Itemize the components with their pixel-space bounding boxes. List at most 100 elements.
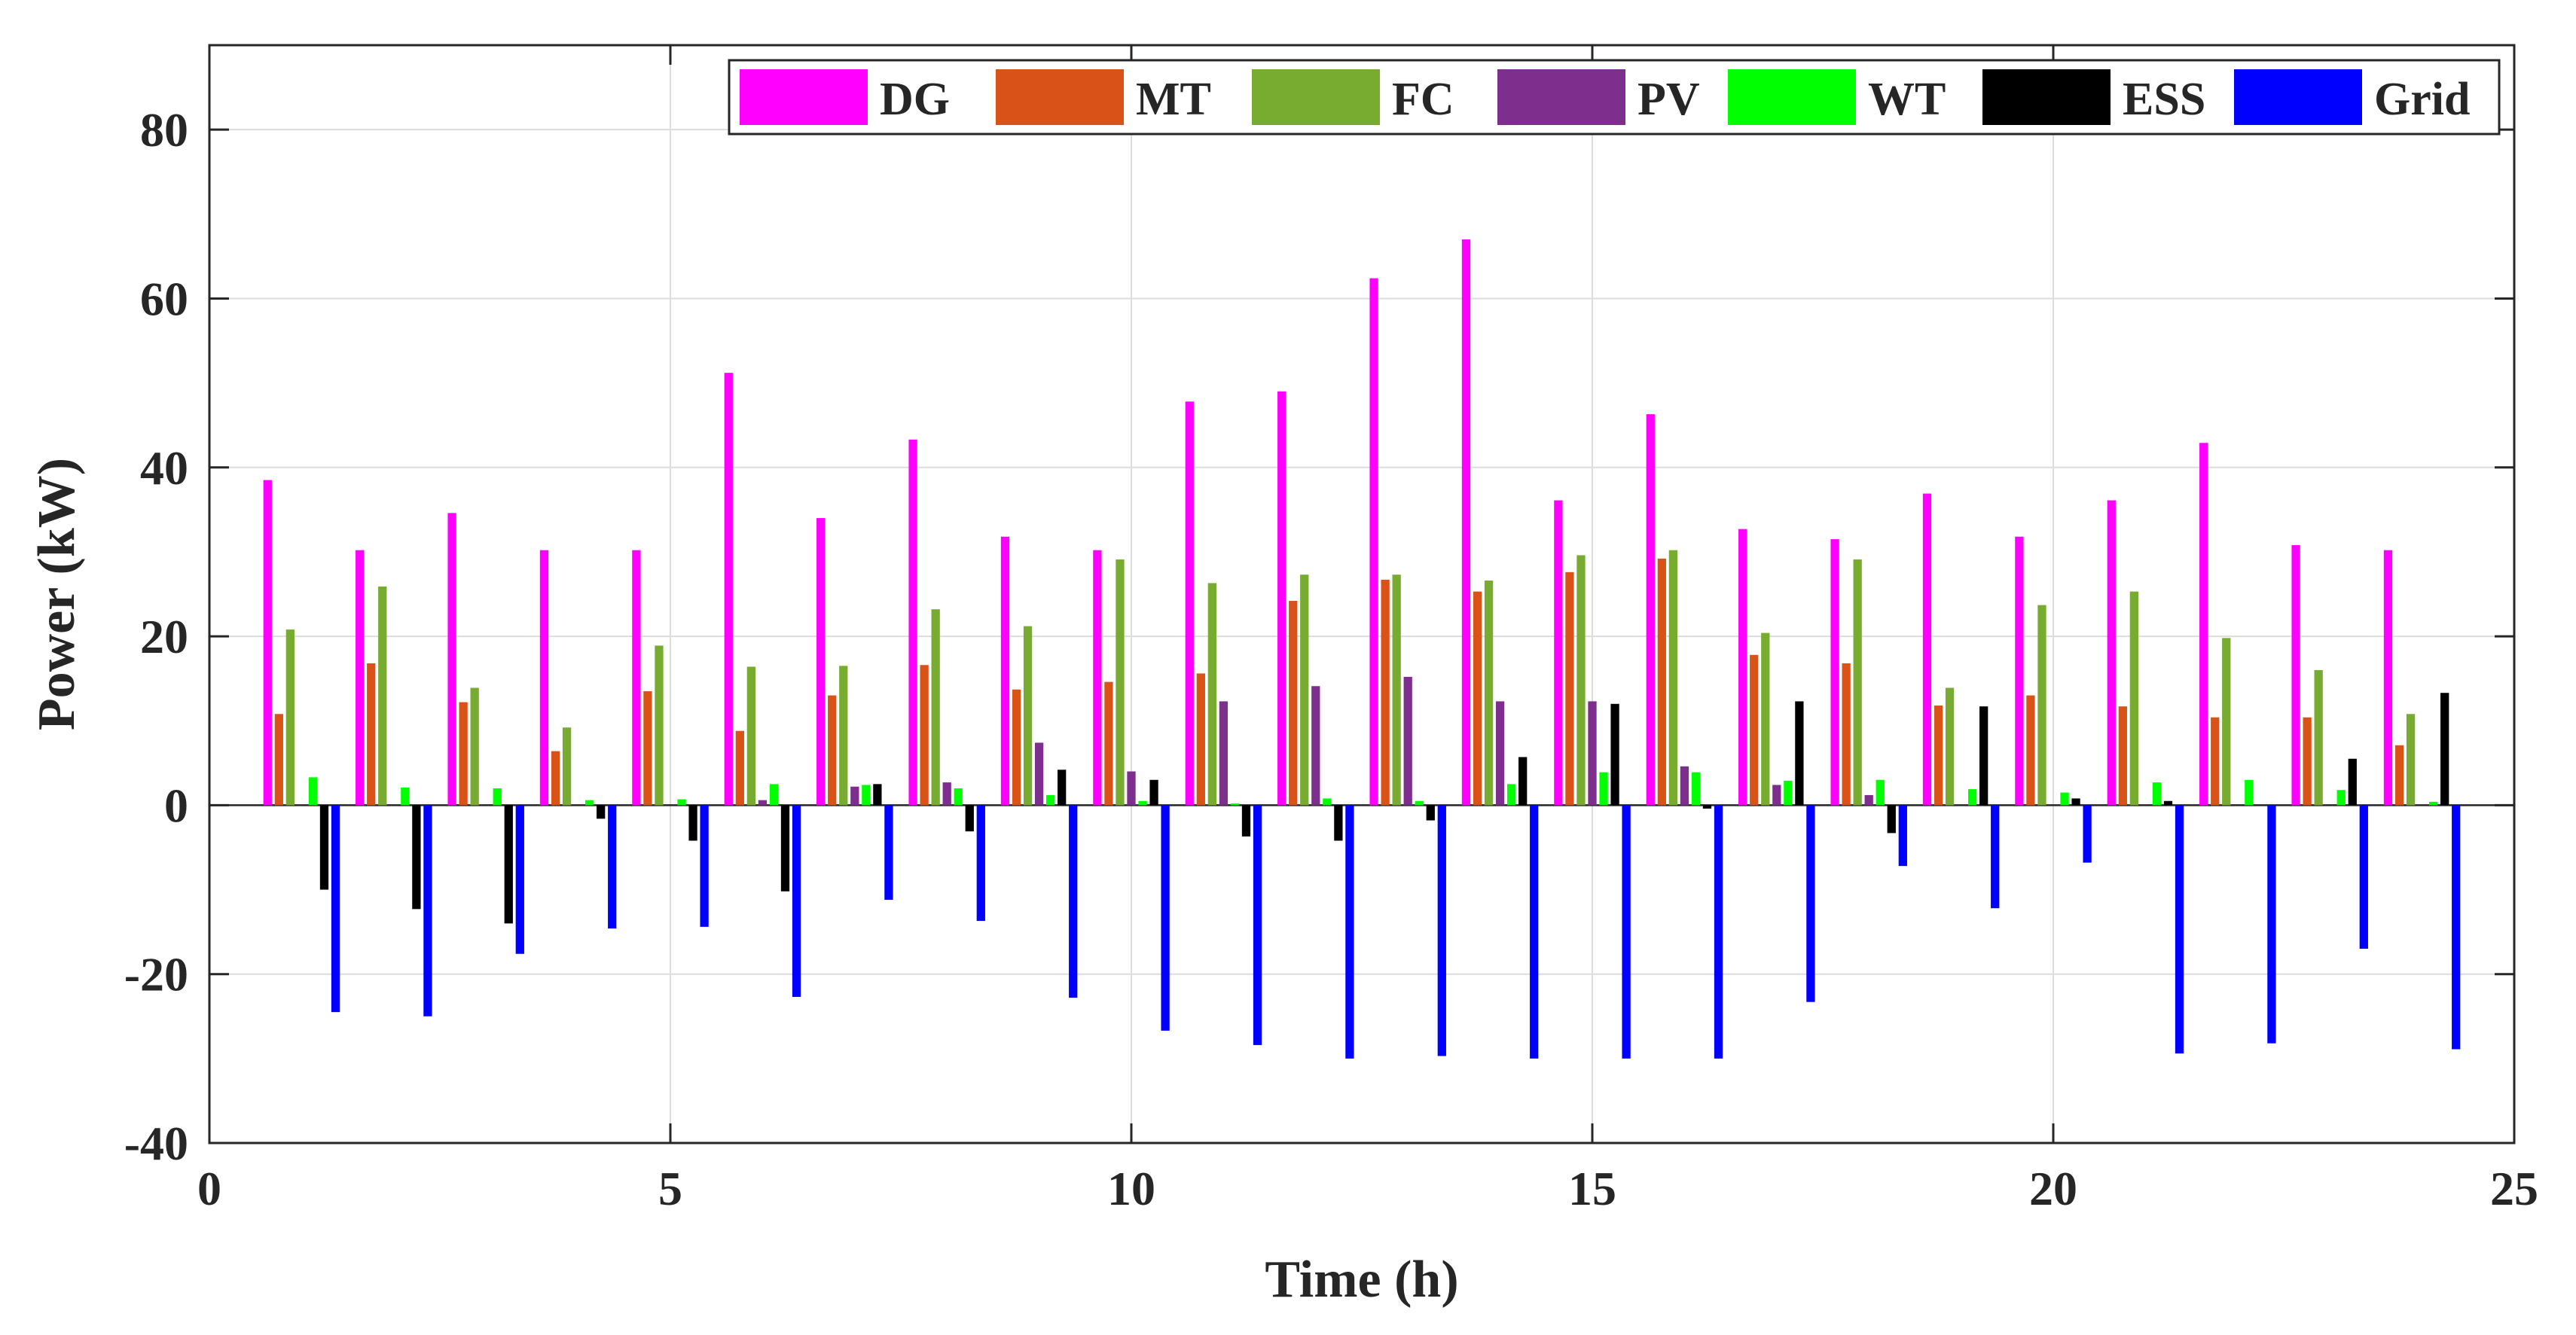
plot-frame xyxy=(208,44,2516,1145)
legend-label-pv: PV xyxy=(1637,74,1700,125)
x-tick-label: 20 xyxy=(2029,1162,2077,1215)
bar-fc xyxy=(1668,550,1678,806)
bar-fc xyxy=(1300,575,1309,806)
bar-grid xyxy=(2267,805,2276,1044)
bar-grid xyxy=(1161,805,1170,1031)
bar-grid xyxy=(608,805,617,929)
bar-grid xyxy=(423,805,432,1016)
legend: DG MT FC PV WT ESS Grid xyxy=(728,59,2501,136)
bar-ess xyxy=(873,784,882,806)
bar-grid xyxy=(2452,805,2461,1050)
bar-mt xyxy=(1381,579,1390,806)
bar-wt xyxy=(308,777,318,806)
bar-mt xyxy=(2026,695,2035,806)
bar-grid xyxy=(1437,805,1446,1056)
bar-wt xyxy=(1045,794,1055,806)
bar-wt xyxy=(401,787,410,806)
bar-grid xyxy=(2175,805,2184,1054)
bar-mt xyxy=(459,702,468,806)
bar-grid xyxy=(700,805,709,927)
legend-swatch-fc xyxy=(1252,69,1380,125)
bar-wt xyxy=(1506,784,1516,806)
bar-fc xyxy=(1853,559,1862,806)
bar-fc xyxy=(1116,559,1125,806)
bar-dg xyxy=(1922,493,1932,806)
bar-ess xyxy=(2348,758,2357,806)
bar-mt xyxy=(643,690,652,806)
bar-ess xyxy=(1334,805,1343,841)
bar-fc xyxy=(378,586,387,806)
legend-item-mt: MT xyxy=(996,69,1211,125)
bar-dg xyxy=(1738,529,1747,806)
bar-pv xyxy=(1403,676,1412,806)
series-dg xyxy=(263,239,2393,806)
x-tick-label: 25 xyxy=(2490,1162,2538,1215)
bar-fc xyxy=(931,609,940,806)
bar-dg xyxy=(2199,443,2208,806)
bar-dg xyxy=(908,439,917,806)
bar-mt xyxy=(920,665,929,806)
bar-wt xyxy=(2060,792,2069,806)
bar-series-group xyxy=(263,239,2461,1059)
legend-swatch-mt xyxy=(996,69,1124,125)
bar-fc xyxy=(655,645,664,806)
bar-pv xyxy=(758,800,768,806)
bar-ess xyxy=(688,805,697,841)
bar-wt xyxy=(1876,779,1885,806)
bar-mt xyxy=(2211,717,2220,806)
bar-wt xyxy=(1967,789,1977,806)
bar-pv xyxy=(1127,771,1136,806)
bar-fc xyxy=(1207,583,1217,806)
x-tick-label: 0 xyxy=(197,1162,221,1215)
legend-item-pv: PV xyxy=(1497,69,1700,125)
x-tick-label: 10 xyxy=(1107,1162,1155,1215)
bar-ess xyxy=(1149,779,1158,806)
bar-wt xyxy=(2428,801,2438,806)
bar-mt xyxy=(1196,673,1205,806)
bar-grid xyxy=(884,805,893,900)
bar-pv xyxy=(942,782,951,806)
bar-mt xyxy=(367,663,376,806)
bar-wt xyxy=(1784,780,1793,806)
bar-ess xyxy=(319,805,329,890)
bar-ess xyxy=(780,805,790,892)
bar-wt xyxy=(1323,798,1332,806)
bar-grid xyxy=(1898,805,1907,867)
x-tick-label: 15 xyxy=(1568,1162,1616,1215)
bar-ess xyxy=(504,805,513,924)
bar-dg xyxy=(356,550,365,806)
y-tick-label: -40 xyxy=(124,1117,188,1170)
bar-grid xyxy=(515,805,524,954)
legend-item-wt: WT xyxy=(1728,69,1946,125)
bar-ess xyxy=(2071,798,2080,806)
bar-fc xyxy=(839,666,848,806)
bar-wt xyxy=(677,799,686,806)
bar-wt xyxy=(1691,772,1701,806)
bar-ess xyxy=(965,805,974,832)
y-tick-label: 40 xyxy=(140,441,188,495)
bar-mt xyxy=(551,751,560,806)
legend-swatch-dg xyxy=(740,69,868,125)
bar-mt xyxy=(2303,717,2312,806)
bar-grid xyxy=(1069,805,1078,998)
bar-pv xyxy=(850,786,859,806)
bar-dg xyxy=(1554,500,1563,806)
bar-ess xyxy=(597,805,606,819)
bar-dg xyxy=(1093,550,1102,806)
y-tick-label: 20 xyxy=(140,610,188,663)
y-tick-label: 80 xyxy=(140,103,188,157)
bar-wt xyxy=(862,785,871,806)
bar-ess xyxy=(1702,805,1712,809)
bar-ess xyxy=(1058,770,1067,806)
bar-ess xyxy=(2163,800,2173,806)
bar-pv xyxy=(1772,785,1781,806)
bar-grid xyxy=(1530,805,1539,1059)
bar-wt xyxy=(1138,800,1147,806)
bar-grid xyxy=(1345,805,1354,1059)
bar-mt xyxy=(1289,600,1298,806)
bar-wt xyxy=(1599,772,1608,806)
bar-mt xyxy=(1842,663,1851,806)
bar-wt xyxy=(1230,803,1240,806)
bar-fc xyxy=(2406,714,2416,806)
